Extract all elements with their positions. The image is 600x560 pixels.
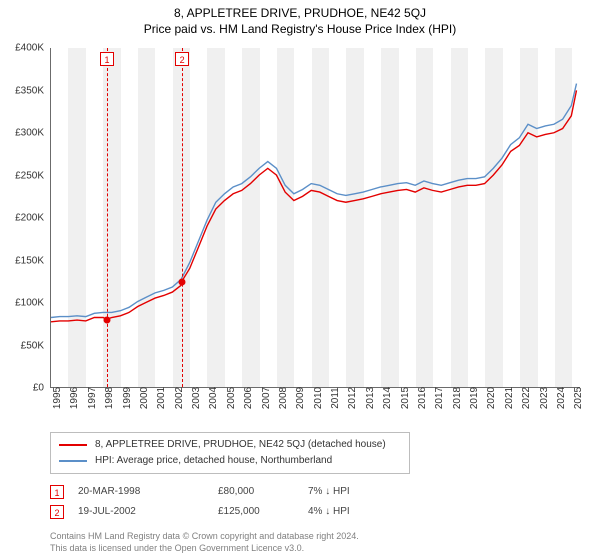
legend-label-hpi: HPI: Average price, detached house, Nort… xyxy=(95,453,332,469)
x-tick-label: 2007 xyxy=(261,387,272,409)
x-tick-label: 2021 xyxy=(504,387,515,409)
event-delta: 7% ↓ HPI xyxy=(308,482,398,502)
event-row-marker: 2 xyxy=(50,505,64,519)
event-dot xyxy=(179,278,186,285)
x-tick-label: 1997 xyxy=(87,387,98,409)
x-tick-label: 2017 xyxy=(434,387,445,409)
x-tick-label: 2019 xyxy=(469,387,480,409)
attribution: Contains HM Land Registry data © Crown c… xyxy=(50,530,580,554)
y-tick-label: £150K xyxy=(15,255,44,266)
event-line xyxy=(182,48,183,387)
chart-plot-area: 12 xyxy=(50,48,580,388)
x-tick-label: 2012 xyxy=(347,387,358,409)
x-tick-label: 2014 xyxy=(382,387,393,409)
attribution-line1: Contains HM Land Registry data © Crown c… xyxy=(50,530,580,542)
legend-swatch-hpi xyxy=(59,460,87,462)
event-marker: 2 xyxy=(175,52,189,66)
x-tick-label: 2013 xyxy=(365,387,376,409)
event-marker: 1 xyxy=(100,52,114,66)
event-row-marker: 1 xyxy=(50,485,64,499)
legend: 8, APPLETREE DRIVE, PRUDHOE, NE42 5QJ (d… xyxy=(50,432,410,474)
event-delta: 4% ↓ HPI xyxy=(308,502,398,522)
y-tick-label: £50K xyxy=(21,340,44,351)
x-tick-label: 2020 xyxy=(486,387,497,409)
y-tick-label: £400K xyxy=(15,43,44,54)
x-tick-label: 2018 xyxy=(452,387,463,409)
x-tick-label: 2010 xyxy=(313,387,324,409)
chart-title-address: 8, APPLETREE DRIVE, PRUDHOE, NE42 5QJ xyxy=(0,6,600,20)
event-row: 2 19-JUL-2002£125,0004% ↓ HPI xyxy=(50,502,580,522)
series-line-hpi xyxy=(51,84,577,318)
x-axis-labels: 1995199619971998199920002001200220032004… xyxy=(50,392,580,432)
x-tick-label: 2009 xyxy=(295,387,306,409)
y-tick-label: £350K xyxy=(15,85,44,96)
x-tick-label: 1998 xyxy=(104,387,115,409)
event-price: £80,000 xyxy=(218,482,308,502)
event-date: 19-JUL-2002 xyxy=(78,502,218,522)
legend-swatch-subject xyxy=(59,444,87,446)
y-tick-label: £250K xyxy=(15,170,44,181)
y-tick-label: £300K xyxy=(15,128,44,139)
event-dot xyxy=(103,317,110,324)
x-tick-label: 1995 xyxy=(52,387,63,409)
legend-label-subject: 8, APPLETREE DRIVE, PRUDHOE, NE42 5QJ (d… xyxy=(95,437,386,453)
y-tick-label: £0 xyxy=(33,383,44,394)
x-tick-label: 1996 xyxy=(69,387,80,409)
x-tick-label: 2008 xyxy=(278,387,289,409)
x-tick-label: 2016 xyxy=(417,387,428,409)
x-tick-label: 2006 xyxy=(243,387,254,409)
chart-subtitle: Price paid vs. HM Land Registry's House … xyxy=(0,22,600,36)
series-line-subject xyxy=(51,90,577,321)
y-axis-labels: £0£50K£100K£150K£200K£250K£300K£350K£400… xyxy=(0,48,48,388)
event-line xyxy=(107,48,108,387)
x-tick-label: 2000 xyxy=(139,387,150,409)
x-tick-label: 2002 xyxy=(174,387,185,409)
x-tick-label: 2024 xyxy=(556,387,567,409)
y-tick-label: £200K xyxy=(15,213,44,224)
x-tick-label: 2015 xyxy=(400,387,411,409)
x-tick-label: 2005 xyxy=(226,387,237,409)
x-tick-label: 2011 xyxy=(330,387,341,409)
x-tick-label: 2004 xyxy=(208,387,219,409)
event-date: 20-MAR-1998 xyxy=(78,482,218,502)
events-table: 1 20-MAR-1998£80,0007% ↓ HPI 2 19-JUL-2002£… xyxy=(50,482,580,522)
event-row: 1 20-MAR-1998£80,0007% ↓ HPI xyxy=(50,482,580,502)
x-tick-label: 2001 xyxy=(156,387,167,409)
event-price: £125,000 xyxy=(218,502,308,522)
attribution-line2: This data is licensed under the Open Gov… xyxy=(50,542,580,554)
x-tick-label: 2025 xyxy=(573,387,584,409)
y-tick-label: £100K xyxy=(15,298,44,309)
x-tick-label: 2022 xyxy=(521,387,532,409)
x-tick-label: 2023 xyxy=(539,387,550,409)
x-tick-label: 1999 xyxy=(122,387,133,409)
x-tick-label: 2003 xyxy=(191,387,202,409)
